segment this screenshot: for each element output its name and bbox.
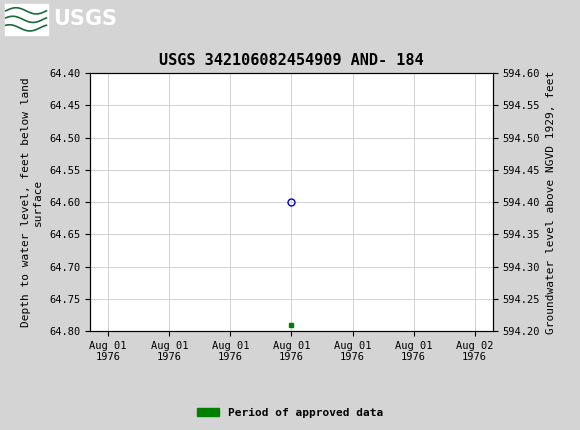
Legend: Period of approved data: Period of approved data [193, 403, 387, 422]
Text: USGS: USGS [53, 9, 117, 29]
Title: USGS 342106082454909 AND- 184: USGS 342106082454909 AND- 184 [159, 53, 424, 68]
Bar [5, 4, 48, 35]
Y-axis label: Groundwater level above NGVD 1929, feet: Groundwater level above NGVD 1929, feet [546, 71, 556, 334]
Y-axis label: Depth to water level, feet below land
surface: Depth to water level, feet below land su… [21, 77, 44, 327]
